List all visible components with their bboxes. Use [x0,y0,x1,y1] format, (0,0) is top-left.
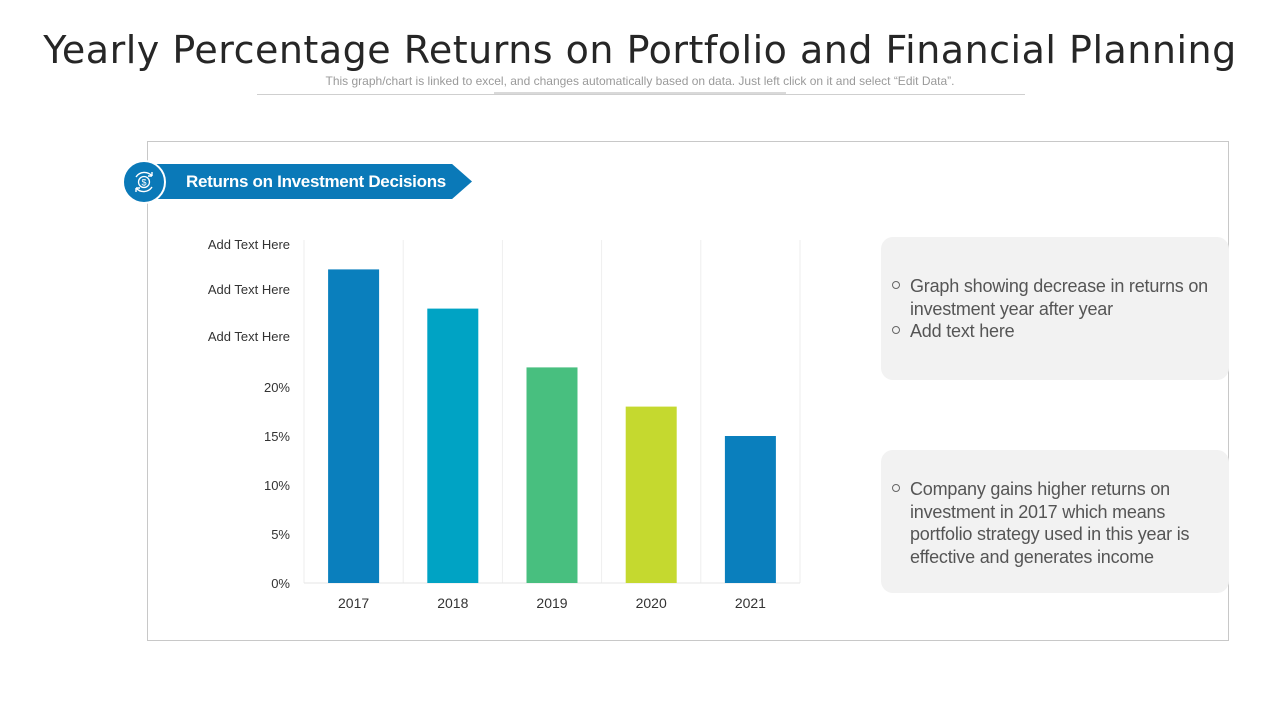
svg-text:$: $ [141,178,146,188]
note-text: Add text here [910,321,1015,341]
note-text: Graph showing decrease in returns on inv… [910,276,1208,319]
subtitle-divider [257,94,1025,95]
bar-2021 [724,436,776,583]
x-tick-label: 2019 [536,595,567,611]
dollar-cycle-icon: $ [135,171,153,193]
circle-bullet-icon [892,326,900,334]
y-tick-label: Add Text Here [208,237,290,252]
bar-2019 [526,367,578,583]
banner-badge: $ [122,160,166,204]
note-box-2: Company gains higher returns on investme… [881,450,1229,593]
y-tick-label: 15% [264,429,290,444]
y-tick-label: 5% [271,527,290,542]
note-item: Company gains higher returns on investme… [891,478,1209,568]
note-item: Add text here [891,320,1209,343]
page-title: Yearly Percentage Returns on Portfolio a… [43,28,1237,72]
y-tick-label: 20% [264,380,290,395]
bar-2018 [427,308,479,583]
y-tick-label: Add Text Here [208,329,290,344]
bar-2020 [625,406,677,583]
page-subtitle: This graph/chart is linked to excel, and… [325,74,955,88]
note-item: Graph showing decrease in returns on inv… [891,275,1209,320]
section-banner [140,164,472,199]
circle-bullet-icon [892,281,900,289]
x-tick-label: 2021 [735,595,766,611]
x-tick-label: 2017 [338,595,369,611]
y-tick-label: 0% [271,576,290,591]
bar-2017 [328,269,380,583]
y-tick-label: 10% [264,478,290,493]
content-frame [147,141,1229,641]
x-tick-label: 2018 [437,595,468,611]
banner-label: Returns on Investment Decisions [186,172,446,191]
x-tick-label: 2020 [636,595,667,611]
note-text: Company gains higher returns on investme… [910,479,1190,567]
circle-bullet-icon [892,484,900,492]
subtitle-divider-accent [494,92,786,94]
y-tick-label: Add Text Here [208,282,290,297]
note-box-1: Graph showing decrease in returns on inv… [881,237,1229,380]
